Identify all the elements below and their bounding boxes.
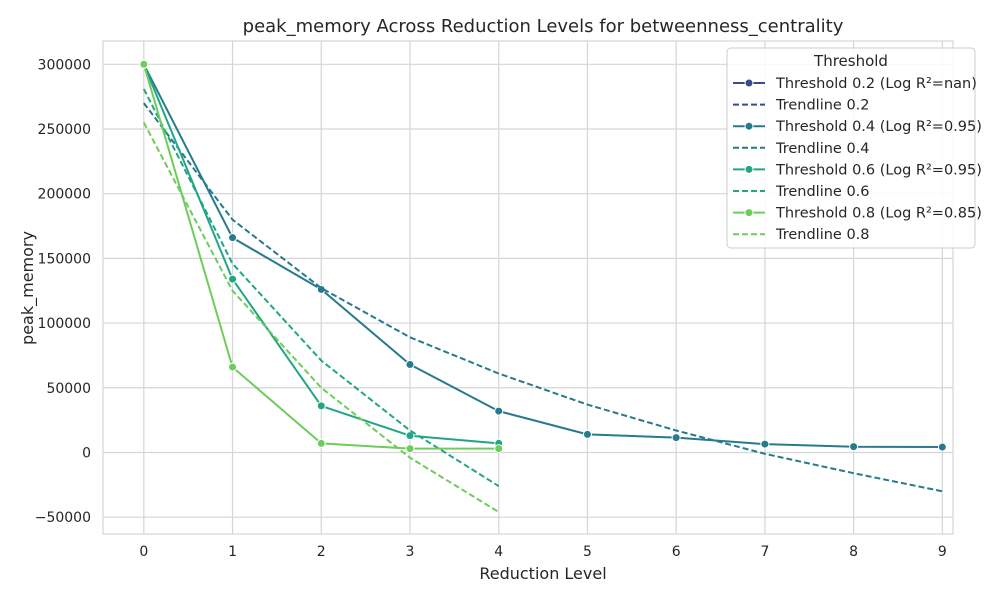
data-point [405, 359, 415, 369]
legend-label: Threshold 0.6 (Log R²=0.95) [775, 162, 982, 178]
data-point [671, 433, 681, 443]
y-tick-label: −50000 [35, 510, 91, 526]
x-tick-label: 8 [849, 544, 858, 560]
series [142, 122, 500, 513]
data-point [494, 444, 504, 454]
data-point [316, 401, 326, 411]
legend-items: Threshold 0.2 (Log R²=nan) Trendline 0.2 T… [733, 76, 982, 243]
legend-box [726, 47, 976, 249]
data-point [494, 406, 504, 416]
x-tick-label: 6 [672, 544, 681, 560]
x-tick-label: 4 [494, 544, 503, 560]
chart-title: peak_memory Across Reduction Levels for … [243, 16, 844, 37]
legend-item: Trendline 0.4 [733, 141, 870, 157]
series [139, 59, 504, 454]
legend: Threshold Threshold 0.2 (Log R²=nan) Tren… [726, 47, 982, 249]
trendline [142, 122, 500, 513]
legend-label: Threshold 0.2 (Log R²=nan) [775, 76, 977, 92]
trendline [142, 88, 500, 487]
legend-item: Trendline 0.2 [733, 98, 870, 114]
data-point [405, 444, 415, 454]
data-point [760, 439, 770, 449]
y-tick-label: 50000 [46, 381, 91, 397]
data-point [582, 429, 592, 439]
legend-item: Threshold 0.2 (Log R²=nan) [733, 76, 977, 92]
y-tick-label: 300000 [38, 57, 91, 73]
legend-title: Threshold [813, 52, 888, 70]
x-tick-label: 3 [406, 544, 415, 560]
x-axis-label: Reduction Level [479, 564, 606, 583]
x-tick-label: 1 [228, 544, 237, 560]
legend-item: Trendline 0.8 [733, 227, 870, 243]
y-tick-label: 150000 [38, 251, 91, 267]
legend-label: Trendline 0.2 [775, 98, 870, 114]
legend-label: Trendline 0.6 [775, 184, 870, 200]
y-tick-label: 200000 [38, 187, 91, 203]
y-tick-label: 250000 [38, 122, 91, 138]
x-tick-label: 7 [760, 544, 769, 560]
trendline [143, 102, 943, 493]
x-tick-label: 0 [139, 544, 148, 560]
data-point [849, 442, 859, 452]
data-point [228, 274, 238, 284]
legend-marker [744, 78, 754, 88]
y-axis-label: peak_memory [18, 231, 38, 345]
data-point [405, 431, 415, 441]
series-layer [139, 59, 947, 513]
x-tick-label: 9 [938, 544, 947, 560]
legend-label: Trendline 0.4 [775, 141, 870, 157]
grid-layer [103, 41, 953, 534]
data-point [937, 442, 947, 452]
legend-marker [744, 164, 754, 174]
legend-label: Threshold 0.8 (Log R²=0.85) [775, 206, 982, 222]
y-tick-label: 100000 [38, 316, 91, 332]
x-tick-label: 5 [583, 544, 592, 560]
legend-item: Trendline 0.6 [733, 184, 870, 200]
legend-label: Threshold 0.4 (Log R²=0.95) [775, 119, 982, 135]
data-point [228, 362, 238, 372]
data-point [316, 438, 326, 448]
series-line [142, 63, 943, 448]
legend-item: Threshold 0.6 (Log R²=0.95) [733, 162, 982, 178]
y-tick-label: 0 [82, 445, 91, 461]
legend-label: Trendline 0.8 [775, 227, 870, 243]
x-tick-label: 2 [317, 544, 326, 560]
series [142, 88, 500, 487]
series [143, 102, 943, 493]
tick-labels: 0 1 2 3 4 5 6 7 8 9 −50000 0 50000 100000 150000 200000… [35, 57, 947, 560]
legend-marker [744, 208, 754, 218]
legend-item: Threshold 0.4 (Log R²=0.95) [733, 119, 982, 135]
plot-frame [102, 40, 954, 535]
legend-item: Threshold 0.8 (Log R²=0.85) [733, 206, 982, 222]
legend-marker [744, 121, 754, 131]
data-point [228, 233, 238, 243]
data-point [139, 59, 149, 69]
